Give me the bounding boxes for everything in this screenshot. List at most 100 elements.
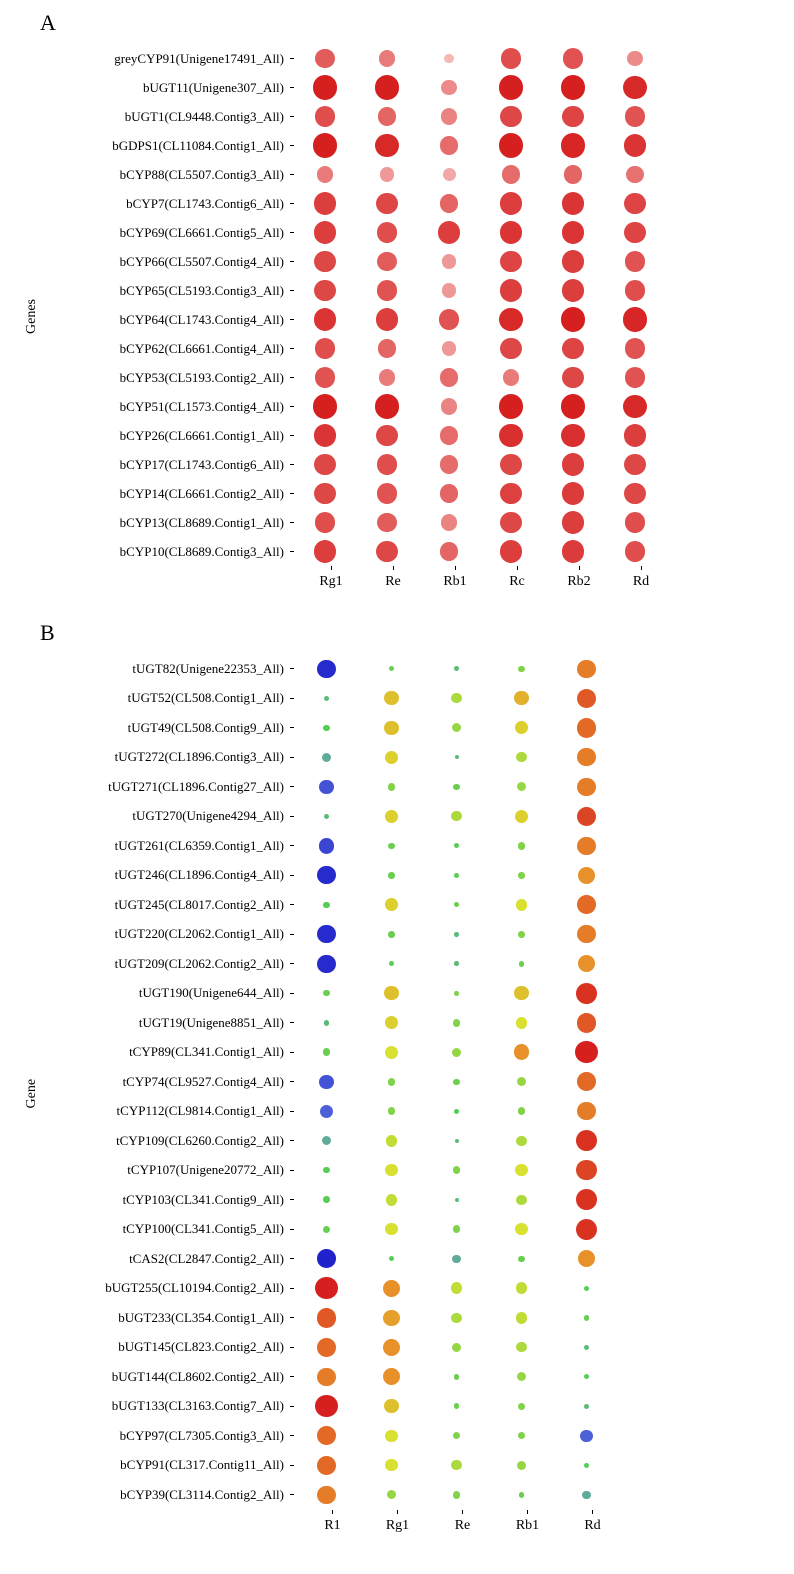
cell (294, 367, 356, 388)
row-cells (294, 338, 666, 360)
dot (500, 483, 522, 505)
cell (418, 367, 480, 388)
cell (604, 221, 666, 244)
gene-label: bUGT144(CL8602.Contig2_All) (40, 1369, 290, 1385)
dot (516, 752, 526, 762)
cell (480, 511, 542, 533)
dot (518, 931, 525, 938)
cell (554, 866, 619, 884)
cell (489, 955, 554, 973)
cell (359, 983, 424, 1004)
dot (388, 843, 395, 850)
gene-label: bCYP64(CL1743.Contig4_All) (40, 312, 290, 328)
cell (554, 1456, 619, 1475)
cell (489, 1041, 554, 1063)
gene-row: bCYP10(CL8689.Contig3_All) (40, 537, 672, 566)
cell (489, 837, 554, 855)
cell (542, 424, 604, 447)
cell (489, 1013, 554, 1033)
dot (376, 308, 398, 330)
cell (554, 689, 619, 709)
dot (377, 222, 398, 243)
dot (385, 1164, 397, 1176)
gene-row: tUGT271(CL1896.Contig27_All) (40, 772, 625, 802)
dot (625, 338, 645, 358)
gene-row: tUGT261(CL6359.Contig1_All) (40, 831, 625, 861)
dot (323, 725, 330, 732)
gene-row: bCYP13(CL8689.Contig1_All) (40, 508, 672, 537)
cell (480, 106, 542, 128)
cell (294, 748, 359, 766)
dot (440, 426, 458, 444)
dot (577, 1072, 596, 1091)
dot (453, 784, 460, 791)
row-cells (294, 1189, 619, 1210)
xaxis: Rg1ReRb1RcRb2Rd (300, 570, 672, 590)
gene-label: bCYP13(CL8689.Contig1_All) (40, 515, 290, 531)
dot (317, 1486, 335, 1504)
cell (480, 394, 542, 419)
dot (562, 192, 585, 215)
cell (356, 307, 418, 332)
row-cells (294, 1013, 619, 1033)
dot (375, 394, 400, 419)
row-cells (294, 192, 666, 215)
dot (386, 1194, 398, 1206)
cell (424, 1160, 489, 1180)
dot (623, 307, 647, 331)
cell (424, 689, 489, 709)
cell (359, 1395, 424, 1417)
dot (562, 221, 585, 244)
cell (604, 192, 666, 215)
row-cells (294, 689, 619, 709)
dot (388, 1078, 396, 1086)
cell (356, 48, 418, 69)
gene-row: tUGT270(Unigene4294_All) (40, 802, 625, 832)
dot (518, 842, 526, 850)
cell (542, 511, 604, 533)
cell (554, 1308, 619, 1328)
dot (375, 75, 400, 100)
row-cells (294, 307, 666, 332)
gene-label: bUGT233(CL354.Contig1_All) (40, 1310, 290, 1326)
cell (294, 1013, 359, 1033)
cell (294, 718, 359, 738)
cell (554, 660, 619, 678)
row-cells (294, 807, 619, 827)
cell (489, 895, 554, 914)
gene-row: bCYP66(CL5507.Contig4_All) (40, 247, 672, 276)
dot (516, 1195, 526, 1205)
cell (489, 983, 554, 1004)
gene-label: bCYP53(CL5193.Contig2_All) (40, 370, 290, 386)
dot (454, 902, 459, 907)
row-cells (294, 48, 666, 69)
dot (323, 1196, 330, 1203)
dot (561, 75, 586, 100)
row-cells (294, 106, 666, 128)
gene-label: tCYP103(CL341.Contig9_All) (40, 1192, 290, 1208)
cell (424, 1395, 489, 1417)
dot (561, 394, 586, 419)
dot (516, 1136, 526, 1146)
cell (424, 778, 489, 796)
row-cells (294, 394, 666, 419)
dot (582, 1491, 590, 1499)
dot (576, 1189, 597, 1210)
gene-label: bCYP69(CL6661.Contig5_All) (40, 225, 290, 241)
dot (503, 369, 520, 386)
dot (576, 1130, 597, 1151)
dot (500, 338, 521, 359)
row-cells (294, 660, 619, 678)
gene-row: bCYP91(CL317.Contig11_All) (40, 1451, 625, 1481)
gene-row: bCYP7(CL1743.Contig6_All) (40, 189, 672, 218)
dot (515, 1223, 527, 1235)
cell (359, 718, 424, 738)
dot (443, 168, 456, 181)
dot (499, 394, 524, 419)
cell (294, 1277, 359, 1299)
cell (418, 221, 480, 244)
cell (424, 983, 489, 1004)
cell (359, 1102, 424, 1120)
gene-row: bCYP17(CL1743.Contig6_All) (40, 450, 672, 479)
cell (489, 1456, 554, 1475)
